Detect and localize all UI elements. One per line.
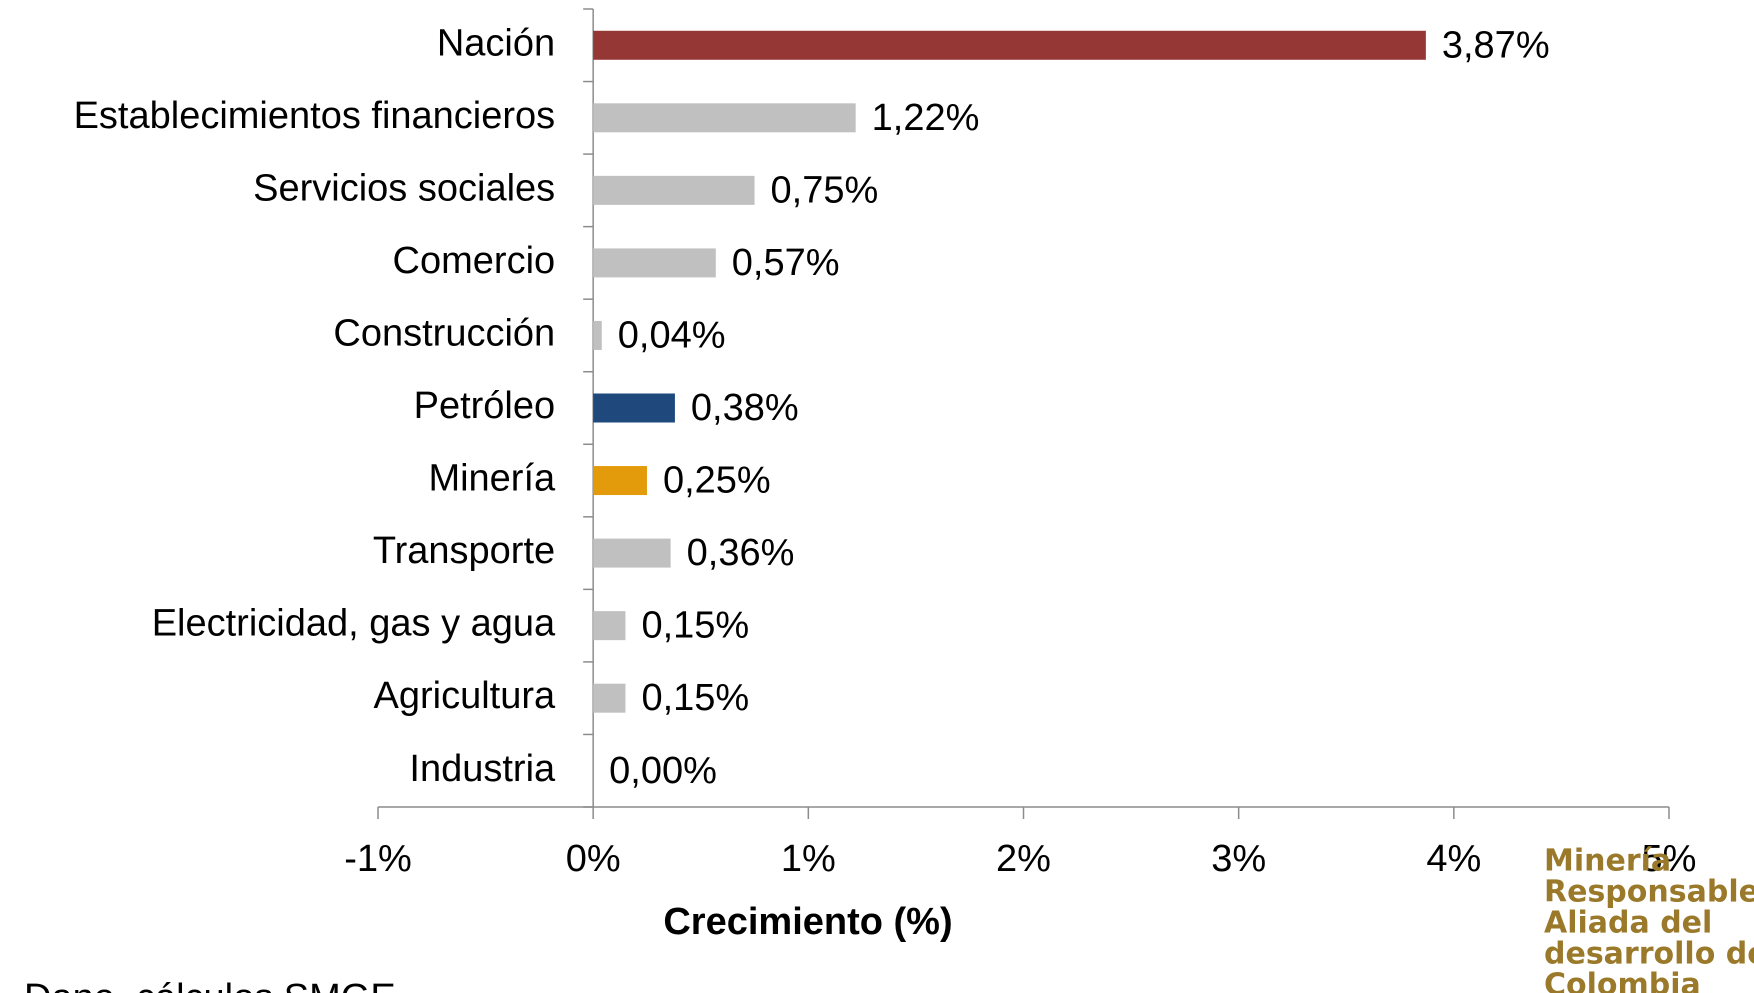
y-tick-label: Comercio <box>393 240 556 282</box>
source-note: Dane, cálculos SMGE <box>24 977 396 993</box>
x-axis-title: Crecimiento (%) <box>663 901 952 943</box>
y-tick-label: Petróleo <box>414 385 556 427</box>
bar <box>593 683 626 713</box>
logo-text: Aliada del <box>1544 906 1712 941</box>
value-label: 0,04% <box>618 314 726 356</box>
bar <box>593 103 856 133</box>
value-label: 0,00% <box>609 750 717 792</box>
x-tick-label: 0% <box>566 838 621 880</box>
x-tick-label: 1% <box>781 838 836 880</box>
bar <box>593 538 671 568</box>
y-tick-label: Agricultura <box>374 675 556 717</box>
y-tick-label: Minería <box>428 458 556 500</box>
value-label: 3,87% <box>1442 24 1550 66</box>
value-label: 0,36% <box>687 532 795 574</box>
x-tick-label: -1% <box>344 838 412 880</box>
y-tick-label: Electricidad, gas y agua <box>152 603 556 645</box>
value-label: 0,57% <box>732 242 840 284</box>
bar <box>593 393 675 423</box>
x-tick-label: 4% <box>1426 838 1481 880</box>
logo-text: Colombia <box>1544 968 1701 993</box>
value-label: 0,15% <box>641 677 749 719</box>
bar <box>593 248 716 278</box>
x-tick-label: 5% <box>1642 838 1697 880</box>
value-label: 1,22% <box>872 97 980 139</box>
x-tick-label: 2% <box>996 838 1051 880</box>
y-tick-label: Transporte <box>373 530 555 572</box>
x-tick-label: 3% <box>1211 838 1266 880</box>
logo-text: Minería <box>1544 844 1671 879</box>
bar <box>593 30 1426 60</box>
bar <box>593 175 755 205</box>
value-label: 0,15% <box>641 605 749 647</box>
y-tick-label: Establecimientos financieros <box>74 95 556 137</box>
value-label: 0,25% <box>663 460 771 502</box>
logo-text: desarrollo de <box>1544 937 1754 972</box>
bar <box>593 466 647 496</box>
y-tick-label: Nación <box>437 22 555 64</box>
bar <box>593 611 626 641</box>
value-label: 0,38% <box>691 387 799 429</box>
logo-text: Responsable: <box>1544 875 1754 910</box>
value-label: 0,75% <box>771 169 879 211</box>
y-tick-label: Industria <box>409 748 556 790</box>
y-tick-label: Construcción <box>333 312 555 354</box>
y-tick-label: Servicios sociales <box>253 167 555 209</box>
bar <box>593 320 602 350</box>
